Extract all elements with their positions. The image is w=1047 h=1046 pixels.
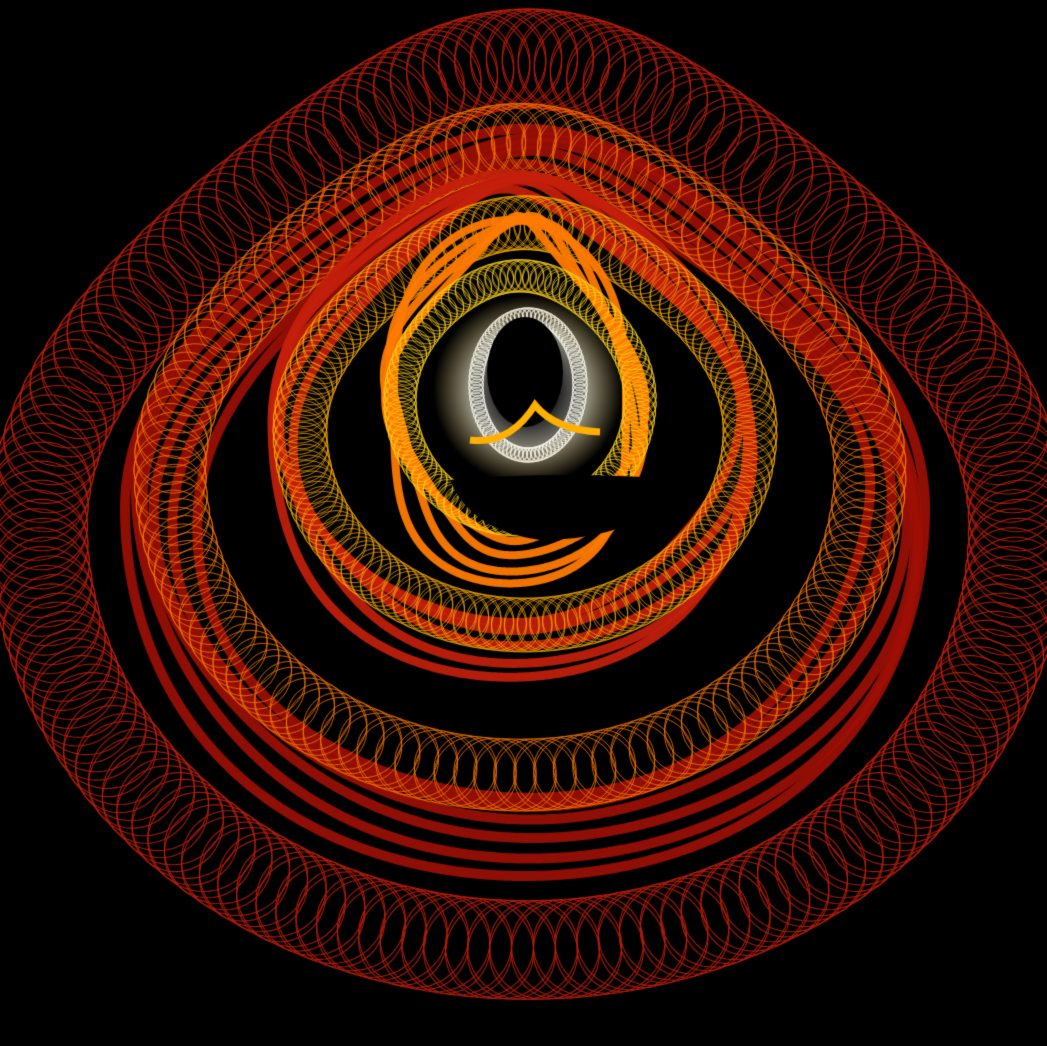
spirograph-stage [0, 0, 1047, 1046]
spirograph-canvas [0, 0, 1047, 1046]
